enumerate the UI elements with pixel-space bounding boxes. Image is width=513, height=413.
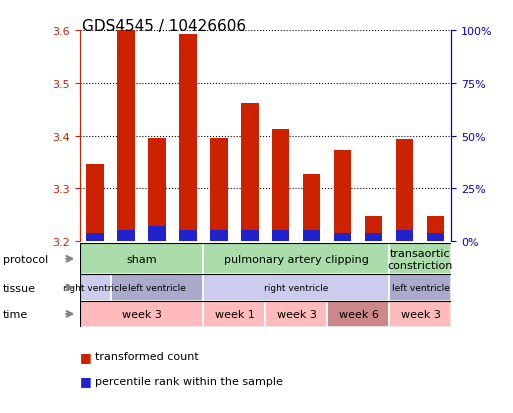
Text: week 6: week 6 <box>339 309 379 319</box>
Text: percentile rank within the sample: percentile rank within the sample <box>95 376 283 386</box>
Bar <box>389 301 451 327</box>
Bar <box>110 275 204 301</box>
Bar <box>204 301 266 327</box>
Bar <box>180 35 196 242</box>
Text: left ventricle: left ventricle <box>391 283 449 292</box>
Bar <box>389 244 451 275</box>
Text: right ventricle: right ventricle <box>264 283 329 292</box>
Bar <box>397 230 413 242</box>
Bar <box>389 275 451 301</box>
Text: week 3: week 3 <box>122 309 162 319</box>
Bar <box>80 244 204 275</box>
Bar <box>180 230 196 242</box>
Text: ■: ■ <box>80 375 91 387</box>
Bar <box>272 130 289 242</box>
Text: transformed count: transformed count <box>95 351 199 361</box>
Bar <box>365 234 383 242</box>
Bar <box>80 275 110 301</box>
Bar <box>210 139 227 242</box>
Bar <box>80 301 204 327</box>
Text: week 3: week 3 <box>401 309 440 319</box>
Text: time: time <box>3 309 28 319</box>
Bar <box>304 175 321 242</box>
Text: ■: ■ <box>80 350 91 363</box>
Text: transaortic
constriction: transaortic constriction <box>388 248 453 270</box>
Bar <box>272 230 289 242</box>
Text: left ventricle: left ventricle <box>128 283 186 292</box>
Bar <box>327 301 389 327</box>
Bar <box>148 227 166 242</box>
Bar <box>117 31 134 242</box>
Bar <box>148 139 166 242</box>
Bar <box>365 217 383 242</box>
Bar <box>204 244 389 275</box>
Bar <box>265 301 327 327</box>
Text: sham: sham <box>126 254 157 264</box>
Bar <box>304 230 321 242</box>
Bar <box>397 140 413 242</box>
Bar <box>427 217 444 242</box>
Bar <box>242 230 259 242</box>
Bar <box>210 230 227 242</box>
Text: week 3: week 3 <box>277 309 317 319</box>
Bar <box>87 164 104 242</box>
Bar <box>427 234 444 242</box>
Bar <box>204 275 389 301</box>
Text: protocol: protocol <box>3 254 48 264</box>
Text: week 1: week 1 <box>214 309 254 319</box>
Bar <box>334 150 351 242</box>
Bar <box>87 234 104 242</box>
Text: pulmonary artery clipping: pulmonary artery clipping <box>224 254 369 264</box>
Bar <box>242 104 259 242</box>
Bar <box>117 230 134 242</box>
Text: right ventricle: right ventricle <box>63 283 127 292</box>
Text: GDS4545 / 10426606: GDS4545 / 10426606 <box>82 19 246 33</box>
Bar <box>334 234 351 242</box>
Text: tissue: tissue <box>3 283 35 293</box>
